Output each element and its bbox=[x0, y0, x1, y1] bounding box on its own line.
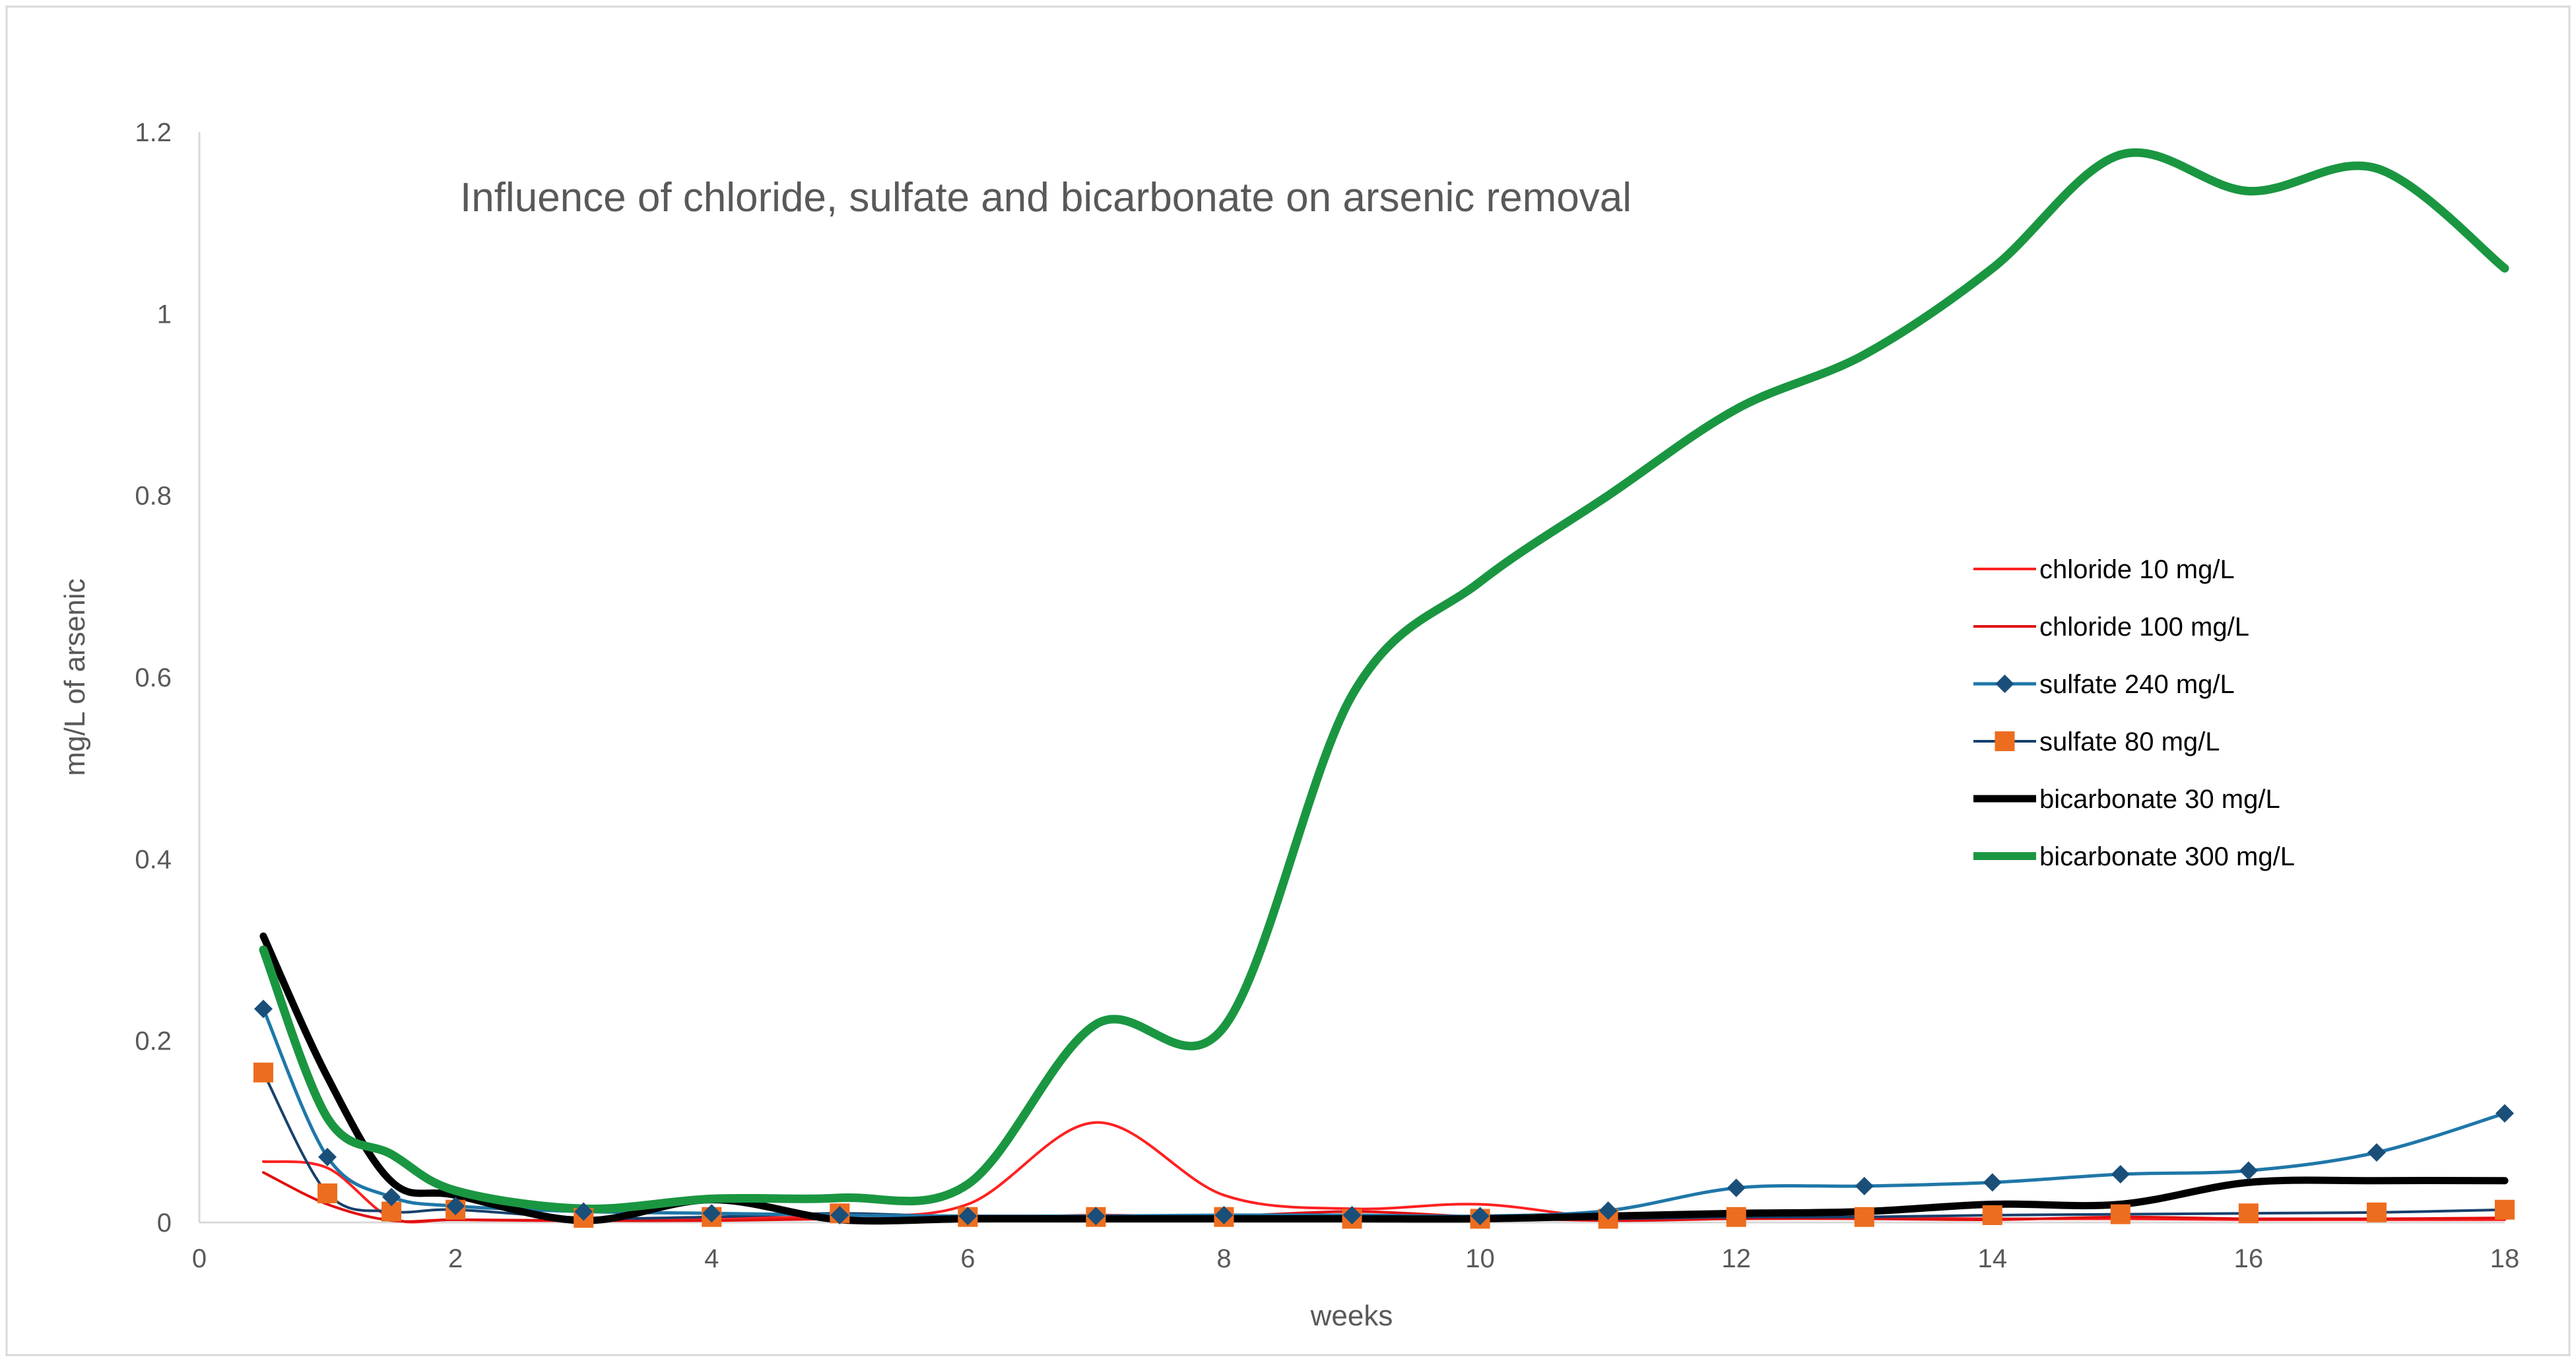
legend-label: bicarbonate 300 mg/L bbox=[2039, 842, 2295, 871]
diamond-marker bbox=[382, 1187, 401, 1207]
legend-item: chloride 100 mg/L bbox=[1973, 613, 2249, 642]
diamond-marker bbox=[2495, 1104, 2514, 1123]
square-marker bbox=[2366, 1202, 2387, 1222]
diamond-marker bbox=[1470, 1207, 1490, 1226]
legend-item: sulfate 80 mg/L bbox=[1973, 727, 2220, 756]
diamond-marker bbox=[830, 1205, 849, 1224]
series-markers bbox=[253, 999, 2515, 1229]
y-tick-label: 1 bbox=[157, 300, 172, 329]
legend-item: bicarbonate 30 mg/L bbox=[1973, 785, 2280, 814]
y-tick-label: 1.2 bbox=[135, 118, 172, 147]
diamond-marker bbox=[574, 1202, 593, 1221]
square-marker bbox=[2495, 1199, 2515, 1220]
x-tick-label: 0 bbox=[192, 1244, 207, 1273]
diamond-marker bbox=[254, 999, 273, 1018]
diamond-marker bbox=[702, 1204, 721, 1223]
y-tick-label: 0.4 bbox=[135, 845, 172, 874]
diamond-marker bbox=[1855, 1176, 1874, 1195]
square-marker bbox=[253, 1062, 274, 1082]
legend: chloride 10 mg/L chloride 100 mg/L sulfate… bbox=[1973, 555, 2295, 871]
y-tick-label: 0 bbox=[157, 1209, 172, 1238]
series-line bbox=[259, 932, 2509, 1225]
diamond-marker bbox=[958, 1207, 977, 1226]
legend-item: chloride 10 mg/L bbox=[1973, 555, 2235, 584]
x-axis-tick-labels: 0 2 4 6 8 10 12 14 16 18 bbox=[192, 1244, 2519, 1273]
legend-label: sulfate 240 mg/L bbox=[2039, 670, 2235, 699]
square-marker bbox=[2238, 1203, 2259, 1224]
x-tick-label: 16 bbox=[2234, 1244, 2264, 1273]
square-marker bbox=[317, 1183, 338, 1203]
x-tick-label: 6 bbox=[960, 1244, 975, 1273]
square-marker bbox=[1995, 731, 2015, 751]
legend-label: chloride 10 mg/L bbox=[2039, 555, 2235, 584]
y-axis-title: mg/L of arsenic bbox=[59, 578, 91, 776]
x-tick-label: 4 bbox=[704, 1244, 719, 1273]
diamond-marker bbox=[1086, 1207, 1106, 1226]
diamond-marker bbox=[1995, 675, 2014, 693]
diamond-marker bbox=[1983, 1173, 2002, 1192]
y-tick-label: 0.2 bbox=[135, 1027, 172, 1056]
diamond-marker bbox=[1727, 1178, 1746, 1197]
x-tick-label: 18 bbox=[2490, 1244, 2520, 1273]
square-marker bbox=[2110, 1204, 2130, 1224]
x-tick-label: 2 bbox=[448, 1244, 463, 1273]
diamond-marker bbox=[2111, 1165, 2130, 1184]
x-axis-title: weeks bbox=[1310, 1300, 1393, 1332]
legend-label: bicarbonate 30 mg/L bbox=[2039, 785, 2280, 814]
diamond-marker bbox=[318, 1147, 337, 1166]
legend-item: bicarbonate 300 mg/L bbox=[1973, 842, 2295, 871]
x-tick-label: 10 bbox=[1465, 1244, 1495, 1273]
legend-item: sulfate 240 mg/L bbox=[1973, 670, 2235, 699]
square-marker bbox=[1726, 1207, 1746, 1227]
y-axis-tick-labels: 0 0.2 0.4 0.6 0.8 1 1.2 bbox=[135, 118, 172, 1238]
diamond-marker bbox=[1214, 1205, 1234, 1224]
diamond-marker bbox=[2239, 1161, 2258, 1180]
diamond-marker bbox=[1342, 1205, 1362, 1224]
x-tick-label: 8 bbox=[1216, 1244, 1231, 1273]
legend-label: sulfate 80 mg/L bbox=[2039, 727, 2220, 756]
chart-border bbox=[5, 5, 2571, 1356]
diamond-marker bbox=[446, 1197, 465, 1216]
x-tick-label: 14 bbox=[1978, 1244, 2008, 1273]
series-lines bbox=[259, 148, 2509, 1225]
diamond-marker bbox=[2367, 1143, 2386, 1162]
y-tick-label: 0.8 bbox=[135, 482, 172, 511]
x-tick-label: 12 bbox=[1721, 1244, 1751, 1273]
y-tick-label: 0.6 bbox=[135, 663, 172, 692]
square-marker bbox=[1854, 1207, 1874, 1227]
legend-label: chloride 100 mg/L bbox=[2039, 613, 2249, 642]
series-line bbox=[259, 148, 2509, 1214]
diamond-marker bbox=[1599, 1201, 1618, 1220]
square-marker bbox=[1982, 1205, 2002, 1225]
chart-title: Influence of chloride, sulfate and bicar… bbox=[460, 175, 1632, 220]
